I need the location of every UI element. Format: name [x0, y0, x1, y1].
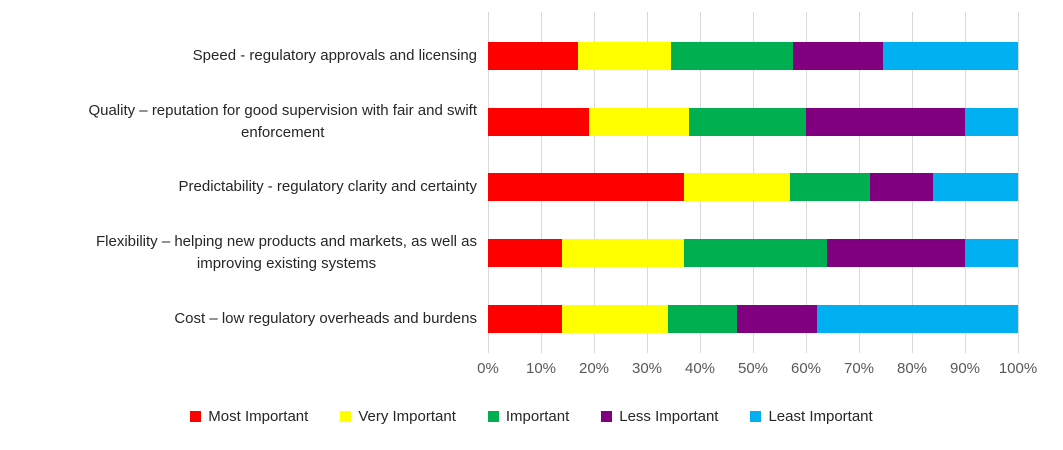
x-axis-tick-label: 90% [949, 360, 981, 377]
x-axis-tick-label: 60% [790, 360, 822, 377]
x-axis-tick-label: 70% [843, 360, 875, 377]
category-label-text: Cost – low regulatory overheads and burd… [174, 310, 477, 327]
legend-item-most-important: Most Important [190, 408, 308, 425]
legend: Most Important Very Important Important Les… [0, 408, 1063, 425]
legend-label: Less Important [619, 408, 719, 425]
x-axis-tick-label: 0% [477, 360, 499, 377]
bar-segment-important [689, 108, 806, 136]
bar-segment-important [790, 173, 870, 201]
bar-segment-important [670, 42, 793, 70]
bar-segment-less-important [869, 173, 934, 201]
bar-row [488, 239, 1018, 267]
bar-segment-less-important [737, 305, 817, 333]
bar-segment-least-important [882, 42, 1018, 70]
legend-swatch-least-important [750, 411, 762, 422]
bar-segment-very-important [578, 42, 671, 70]
bar-segment-most-important [488, 239, 563, 267]
legend-swatch-less-important [601, 411, 613, 422]
category-label-text: Speed - regulatory approvals and licensi… [192, 47, 477, 64]
x-axis-tick-label: 100% [998, 360, 1038, 377]
x-axis-tick-label: 50% [737, 360, 769, 377]
x-axis-tick-label: 80% [896, 360, 928, 377]
legend-swatch-very-important [340, 411, 352, 422]
x-axis-tick-label: 30% [631, 360, 663, 377]
category-label: Quality – reputation for good supervisio… [0, 100, 477, 144]
category-label: Predictability - regulatory clarity and … [0, 176, 477, 198]
legend-item-least-important: Least Important [750, 408, 873, 425]
plot-area [488, 12, 1019, 353]
bar-segment-least-important [964, 239, 1018, 267]
bar-segment-most-important [488, 42, 579, 70]
bar-segment-least-important [816, 305, 1018, 333]
category-label-text: Predictability - regulatory clarity and … [178, 178, 477, 195]
category-label: Cost – low regulatory overheads and burd… [0, 308, 477, 330]
x-axis: 0% 10% 20% 30% 40% 50% 60% 70% 80% 90% 100% [477, 360, 1037, 380]
bar-segment-important [668, 305, 738, 333]
x-axis-tick-label: 20% [578, 360, 610, 377]
category-axis-labels: Speed - regulatory approvals and licensi… [0, 0, 477, 400]
legend-label: Least Important [768, 408, 873, 425]
category-label-text: Flexibility – helping new products and m… [95, 233, 477, 272]
legend-swatch-most-important [190, 411, 202, 422]
x-axis-tick-label: 40% [684, 360, 716, 377]
bar-segment-important [684, 239, 828, 267]
bar-segment-least-important [964, 108, 1018, 136]
legend-swatch-important [487, 411, 499, 422]
bar-segment-less-important [827, 239, 965, 267]
category-label: Flexibility – helping new products and m… [0, 231, 477, 275]
legend-item-less-important: Less Important [601, 408, 718, 425]
bar-segment-most-important [488, 173, 685, 201]
bar-segment-less-important [792, 42, 883, 70]
gridline [1018, 12, 1019, 353]
bar-segment-very-important [684, 173, 791, 201]
bar-row [488, 173, 1018, 201]
legend-item-important: Important [487, 408, 570, 425]
category-label-text: Quality – reputation for good supervisio… [88, 102, 477, 141]
bar-segment-most-important [488, 305, 563, 333]
legend-item-very-important: Very Important [340, 408, 456, 425]
bar-segment-less-important [805, 108, 965, 136]
bar-segment-very-important [562, 239, 685, 267]
legend-label: Very Important [358, 408, 456, 425]
bar-segment-very-important [588, 108, 690, 136]
x-axis-tick-label: 10% [525, 360, 557, 377]
bar-row [488, 305, 1018, 333]
bar-segment-least-important [933, 173, 1018, 201]
bar-row [488, 108, 1018, 136]
bar-segment-very-important [562, 305, 669, 333]
bar-row [488, 42, 1018, 70]
legend-label: Most Important [208, 408, 309, 425]
category-label: Speed - regulatory approvals and licensi… [0, 45, 477, 67]
bar-segment-most-important [488, 108, 589, 136]
legend-label: Important [505, 408, 570, 425]
